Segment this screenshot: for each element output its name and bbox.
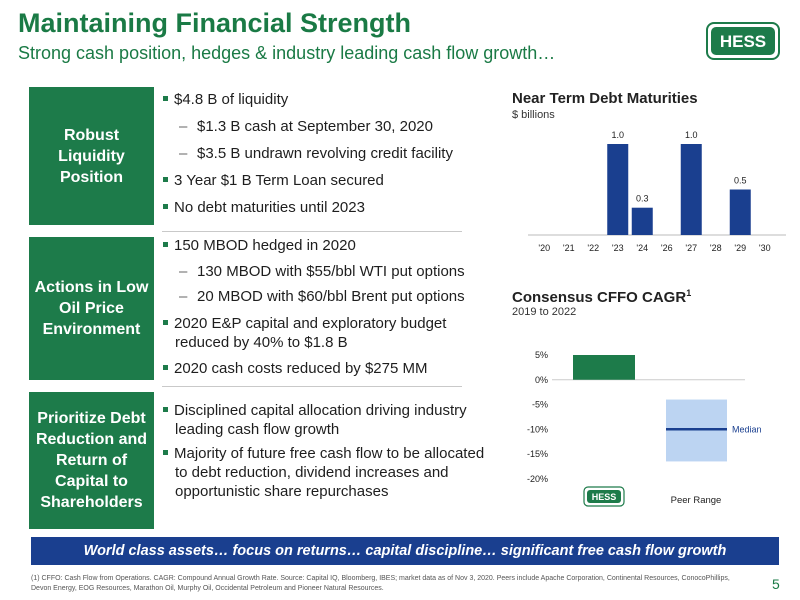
bullet-square-icon [163, 176, 168, 182]
page-subtitle: Strong cash position, hedges & industry … [18, 43, 556, 63]
x-tick-label: '21 [563, 243, 575, 253]
hess-category-label: HESS [592, 492, 617, 502]
debt-chart-title: Near Term Debt Maturities [512, 90, 698, 107]
bar-y23 [607, 144, 629, 235]
hess-logo: HESS [706, 22, 780, 60]
section-label-capital-return: Prioritize Debt Reduction and Return of … [29, 392, 154, 529]
y-tick-label: 5% [535, 350, 548, 360]
bullet-item: 2020 cash costs reduced by $275 MM [163, 360, 427, 377]
footnote: (1) CFFO: Cash Flow from Operations. CAG… [31, 575, 730, 592]
x-tick-label: '23 [612, 243, 624, 253]
bullet-square-icon [163, 95, 168, 101]
x-tick-label: '30 [759, 243, 771, 253]
bar-y29 [729, 189, 751, 235]
bullet-square-icon [163, 449, 168, 455]
page-title: Maintaining Financial Strength [18, 8, 412, 38]
capital-return-bullets: Disciplined capital allocation driving i… [163, 401, 493, 511]
section-divider [162, 231, 462, 232]
debt-chart-subtitle: $ billions [512, 109, 555, 121]
bar-y27 [680, 144, 702, 235]
bullet-item: 2020 E&P capital and exploratory budget … [163, 314, 493, 352]
bullet-square-icon [163, 319, 168, 325]
bullet-item: Majority of future free cash flow to be … [163, 444, 493, 501]
low-oil-bullets: 150 MBOD hedged in 2020 –130 MBOD with $… [163, 237, 493, 382]
peer-range-label: Peer Range [671, 495, 722, 506]
bullet-square-icon [163, 203, 168, 209]
y-tick-label: -20% [527, 474, 548, 484]
cffo-chart-subtitle: 2019 to 2022 [512, 306, 577, 318]
sub-bullet-item: –130 MBOD with $55/bbl WTI put options [179, 263, 465, 280]
sub-bullet-item: – $3.5 B undrawn revolving credit facilit… [179, 145, 453, 162]
section-divider [162, 386, 462, 387]
section-label-low-oil: Actions in Low Oil Price Environment [29, 237, 154, 380]
data-label: 1.0 [685, 130, 698, 140]
bullet-item: No debt maturities until 2023 [163, 199, 365, 216]
hess-logo-fill [587, 490, 621, 503]
y-tick-label: -15% [527, 449, 548, 459]
cffo-chart-title: Consensus CFFO CAGR1 [512, 288, 692, 306]
x-tick-label: '20 [538, 243, 550, 253]
hess-category-logo: HESS [583, 486, 625, 507]
x-tick-label: '27 [685, 243, 697, 253]
bullet-item: 3 Year $1 B Term Loan secured [163, 172, 384, 189]
data-label: 0.3 [636, 194, 649, 204]
data-label: 0.5 [734, 176, 747, 186]
sub-bullet-item: – $1.3 B cash at September 30, 2020 [179, 118, 433, 135]
bullet-item: $4.8 B of liquidity [163, 91, 288, 108]
bar-y24 [631, 207, 653, 235]
y-tick-label: -10% [527, 424, 548, 434]
hess-bar [573, 355, 635, 380]
x-tick-label: '29 [734, 243, 746, 253]
bullet-item: Disciplined capital allocation driving i… [163, 401, 493, 439]
bullet-square-icon [163, 241, 168, 247]
y-tick-label: -5% [532, 400, 548, 410]
x-tick-label: '24 [636, 243, 648, 253]
key-message-banner: World class assets… focus on returns… ca… [31, 537, 779, 565]
cffo-cagr-chart: 5% 0% -5% -10% -15% -20% Median HESS Peer Range [527, 350, 762, 507]
section-label-text: Actions in Low Oil Price Environment [34, 279, 149, 338]
section-label-text: Robust Liquidity Position [58, 126, 125, 186]
hess-logo-text: HESS [720, 32, 766, 51]
debt-maturities-chart: '20 '21 '22 1.0 '23 0.3 '24 '26 1.0 '27 '28 0.5 '29 '… [528, 130, 786, 253]
sub-bullet-item: –20 MBOD with $60/bbl Brent put options [179, 288, 465, 305]
data-label: 1.0 [611, 130, 624, 140]
section-label-liquidity: Robust Liquidity Position [29, 87, 154, 225]
x-tick-label: '26 [661, 243, 673, 253]
liquidity-bullets: $4.8 B of liquidity – $1.3 B cash at Sept… [163, 91, 493, 226]
x-tick-label: '28 [710, 243, 722, 253]
bullet-square-icon [163, 364, 168, 370]
y-tick-label: 0% [535, 375, 548, 385]
bullet-square-icon [163, 406, 168, 412]
page-number: 5 [772, 576, 780, 592]
section-label-text: Prioritize Debt Reduction and Return of … [35, 410, 148, 511]
x-tick-label: '22 [587, 243, 599, 253]
bullet-item: 150 MBOD hedged in 2020 [163, 237, 356, 254]
median-label: Median [732, 424, 762, 434]
